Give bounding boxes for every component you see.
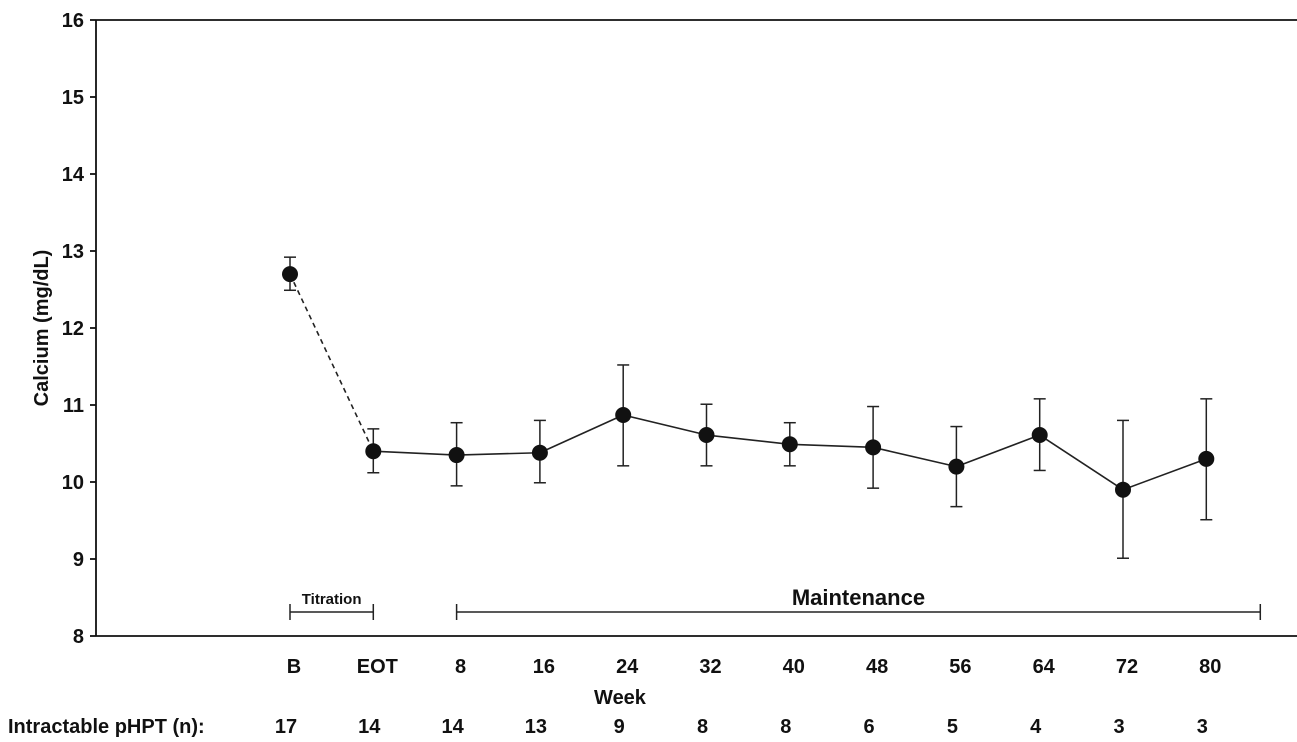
n-row-value: 14 (441, 716, 464, 738)
series-segment (289, 273, 375, 452)
x-tick-label: 24 (616, 656, 639, 678)
data-point (1115, 481, 1131, 498)
x-tick-labels: B EOT 8 16 24 32 40 48 56 64 72 80 (287, 656, 1222, 678)
data-point (531, 444, 548, 461)
data-point (1031, 427, 1048, 444)
data-point (781, 436, 798, 453)
y-tick-label: 9 (73, 549, 84, 571)
y-ticks: 8 9 10 11 12 13 14 15 16 (62, 10, 96, 648)
series-segment (872, 446, 957, 468)
y-tick-label: 14 (62, 164, 85, 186)
axes (95, 19, 1297, 637)
n-row-value: 4 (1030, 716, 1042, 738)
n-row-value: 6 (864, 716, 875, 738)
series-segment (706, 434, 790, 446)
n-row-value: 5 (947, 716, 958, 738)
data-point (448, 447, 465, 464)
data-point (1198, 450, 1215, 467)
data-points (282, 266, 1215, 498)
y-tick-label: 16 (62, 10, 84, 32)
n-row: Intractable pHPT (n): 17 14 14 13 9 8 8 6 5 4 3 3 (8, 716, 1208, 738)
phase-brackets: Titration Maintenance (289, 585, 1262, 620)
x-tick-label: 64 (1033, 656, 1056, 678)
n-row-value: 8 (780, 716, 791, 738)
x-tick-label: 32 (699, 656, 721, 678)
y-tick-label: 8 (73, 626, 84, 648)
series-segment (373, 450, 457, 456)
series-segment (1122, 458, 1207, 491)
x-axis-label: Week (594, 687, 647, 709)
x-tick-label: 80 (1199, 656, 1221, 678)
data-point (698, 427, 715, 444)
x-tick-label: 56 (949, 656, 971, 678)
n-row-value: 8 (697, 716, 708, 738)
data-point (948, 458, 965, 475)
x-tick-label: EOT (357, 656, 398, 678)
series-segment (789, 443, 874, 449)
x-tick-label: 40 (783, 656, 805, 678)
n-row-value: 13 (525, 716, 547, 738)
y-tick-label: 11 (63, 395, 84, 417)
series-segment (456, 451, 540, 456)
data-point (365, 443, 382, 460)
n-row-value: 3 (1113, 716, 1124, 738)
y-axis-label: Calcium (mg/dL) (31, 250, 53, 407)
series-segment (623, 414, 707, 436)
n-row-value: 17 (275, 716, 297, 738)
phase-label: Maintenance (792, 585, 925, 610)
data-point (282, 266, 298, 283)
y-tick-label: 12 (62, 318, 84, 340)
x-tick-label: 72 (1116, 656, 1138, 678)
x-tick-label: 48 (866, 656, 888, 678)
series-segment (539, 414, 624, 454)
y-tick-label: 13 (62, 241, 84, 263)
y-tick-label: 15 (62, 87, 84, 109)
series-segment (1039, 434, 1124, 491)
error-bars (284, 256, 1213, 559)
data-point (865, 439, 882, 456)
y-tick-label: 10 (62, 472, 84, 494)
n-row-value: 14 (358, 716, 381, 738)
x-tick-label: 8 (455, 656, 466, 678)
x-tick-label: 16 (533, 656, 555, 678)
data-point (615, 407, 632, 424)
n-row-value: 9 (614, 716, 625, 738)
n-row-value: 3 (1197, 716, 1208, 738)
series-segment (956, 434, 1040, 468)
x-tick-label: B (287, 656, 301, 678)
n-row-label: Intractable pHPT (n): (8, 716, 205, 738)
phase-label: Titration (302, 591, 362, 608)
series-lines (289, 273, 1207, 491)
